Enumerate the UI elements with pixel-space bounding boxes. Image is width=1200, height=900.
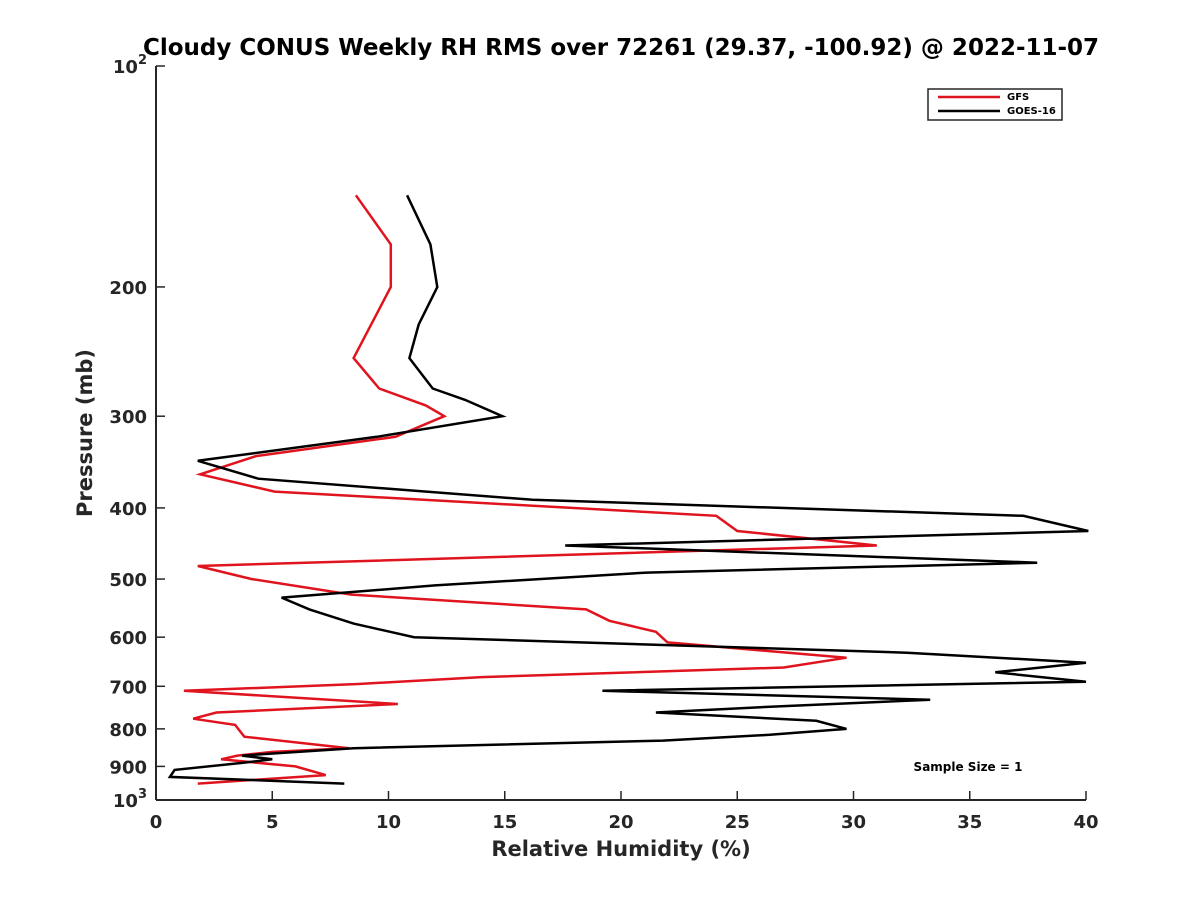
chart-title: Cloudy CONUS Weekly RH RMS over 72261 (2…	[143, 35, 1099, 61]
legend-label-gfs: GFS	[1007, 92, 1029, 103]
x-tick-label: 30	[841, 812, 866, 833]
x-axis-label: Relative Humidity (%)	[491, 837, 750, 861]
y-axis-label: Pressure (mb)	[73, 349, 97, 517]
series-line-gfs	[183, 194, 877, 785]
y-tick-label: 103	[113, 787, 147, 812]
x-tick-label: 5	[266, 812, 279, 833]
y-tick-label: 300	[109, 407, 147, 428]
y-tick-label: 500	[109, 570, 147, 591]
sample-size-annotation: Sample Size = 1	[914, 760, 1023, 774]
y-axis-ticks: 102 200 300 400 500 600 700 800 900 103	[109, 53, 165, 812]
x-tick-label: 10	[376, 812, 401, 833]
series-line-goes16	[167, 194, 1089, 785]
y-tick-label: 600	[109, 628, 147, 649]
y-tick-label: 700	[109, 677, 147, 698]
x-axis-ticks: 0 5 10 15 20 25 30 35 40	[150, 791, 1099, 833]
legend-label-goes16: GOES-16	[1007, 106, 1056, 117]
x-tick-label: 20	[608, 812, 633, 833]
x-tick-label: 25	[725, 812, 750, 833]
y-tick-label: 200	[109, 278, 147, 299]
legend: GFS GOES-16	[927, 88, 1063, 121]
x-tick-label: 15	[492, 812, 517, 833]
x-tick-label: 35	[957, 812, 982, 833]
legend-box	[927, 88, 1063, 121]
y-tick-label: 400	[109, 499, 147, 520]
x-tick-label: 0	[150, 812, 163, 833]
y-tick-label: 102	[113, 53, 147, 78]
x-tick-label: 40	[1073, 812, 1098, 833]
plot-area	[167, 194, 1089, 785]
y-tick-label: 900	[109, 757, 147, 778]
y-tick-label: 800	[109, 720, 147, 741]
